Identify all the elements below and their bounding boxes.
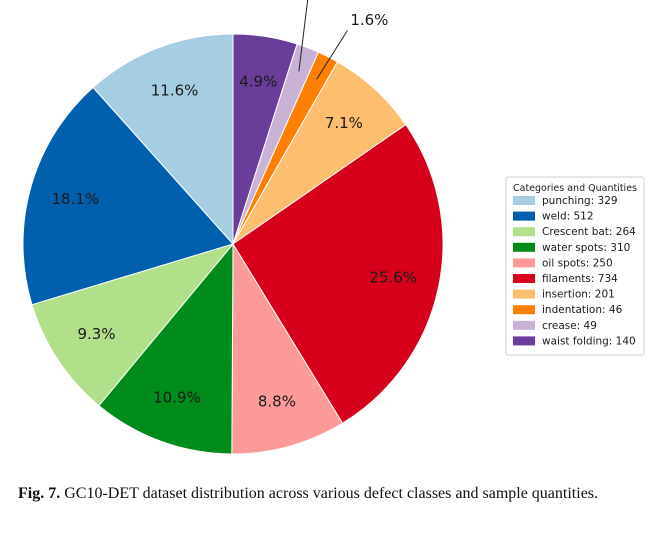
pct-label-filaments: 25.6% — [369, 268, 417, 286]
legend-label-indentation: indentation: 46 — [542, 304, 623, 316]
legend-swatch-filaments — [513, 274, 535, 283]
pie-slice-punching — [92, 33, 234, 246]
legend-label-water-spots: water spots: 310 — [542, 242, 630, 254]
legend-label-oil-spots: oil spots: 250 — [542, 257, 613, 269]
legend-label-punching: punching: 329 — [542, 195, 618, 207]
legend-swatch-insertion — [513, 289, 535, 299]
legend-swatch-crescent-bat — [513, 227, 535, 237]
pie-slices — [22, 33, 444, 455]
pie-slice-water-spots — [98, 242, 234, 455]
legend-items: punching: 329 weld: 512 Crescent bat: 264 w… — [513, 195, 636, 347]
legend-title: Categories and Quantities — [513, 183, 637, 194]
caption-text: GC10-DET dataset distribution across var… — [64, 485, 599, 502]
pct-label-oil-spots: 8.8% — [258, 392, 296, 410]
legend-swatch-oil-spots — [513, 258, 535, 268]
pie-slice-weld — [22, 86, 234, 306]
legend-label-filaments: filaments: 734 — [542, 273, 618, 285]
legend-swatch-waist-folding — [513, 336, 535, 346]
legend-frame — [505, 176, 645, 356]
leader-line-indentation — [316, 30, 348, 80]
pie-chart: 4.9%1.7%1.6%7.1%25.6%8.8%10.9%9.3%18.1%1… — [22, 0, 645, 455]
legend-swatch-weld — [513, 211, 535, 221]
leader-line-crease — [298, 0, 309, 72]
figure-caption: Fig. 7. GC10-DET dataset distribution ac… — [18, 482, 648, 506]
pie-labels: 4.9%1.7%1.6%7.1%25.6%8.8%10.9%9.3%18.1%1… — [51, 0, 417, 410]
pct-label-punching: 11.6% — [151, 81, 199, 99]
caption-label: Fig. 7. — [18, 485, 61, 502]
pct-label-indentation: 1.6% — [350, 11, 388, 29]
legend-label-insertion: insertion: 201 — [542, 289, 615, 301]
legend-swatch-punching — [513, 196, 535, 205]
legend-swatch-indentation — [513, 305, 535, 315]
pie-slice-oil-spots — [231, 242, 344, 455]
legend-label-weld: weld: 512 — [542, 211, 594, 223]
pct-label-weld: 18.1% — [51, 190, 99, 208]
pct-label-insertion: 7.1% — [325, 114, 363, 132]
legend-label-crescent-bat: Crescent bat: 264 — [542, 226, 636, 238]
legend-label-waist-folding: waist folding: 140 — [542, 335, 636, 347]
pct-label-waist-folding: 4.9% — [239, 73, 277, 91]
pct-label-crescent-bat: 9.3% — [77, 325, 115, 343]
pie-slice-filaments — [232, 123, 444, 424]
legend: Categories and Quantities punching: 329 w… — [505, 176, 645, 356]
pct-label-water-spots: 10.9% — [153, 388, 201, 406]
legend-swatch-water-spots — [513, 242, 535, 252]
pie-slice-crescent-bat — [31, 243, 235, 407]
legend-label-crease: crease: 49 — [542, 320, 597, 332]
legend-swatch-crease — [513, 320, 535, 330]
